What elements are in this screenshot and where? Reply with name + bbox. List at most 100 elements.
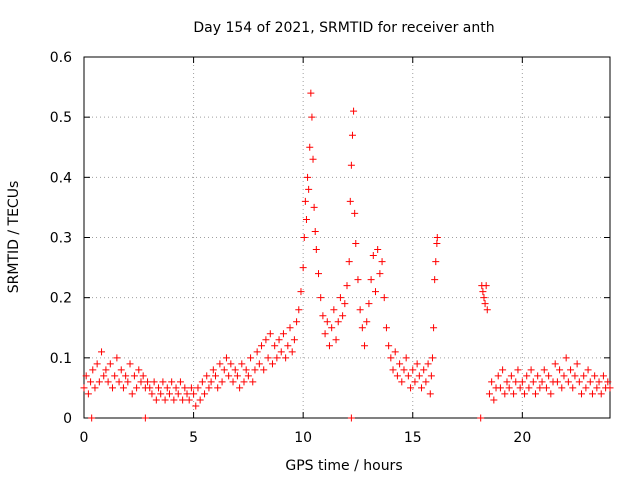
data-point xyxy=(80,384,88,392)
data-point xyxy=(490,396,498,404)
data-point xyxy=(479,288,487,296)
data-point xyxy=(190,390,198,398)
data-point xyxy=(352,240,360,248)
data-point xyxy=(111,372,119,380)
data-point xyxy=(181,384,189,392)
data-point xyxy=(152,396,160,404)
data-point xyxy=(330,306,338,314)
data-point xyxy=(115,378,123,386)
data-point xyxy=(113,354,121,362)
x-tick-label: 5 xyxy=(189,430,198,446)
data-point xyxy=(503,378,511,386)
data-point xyxy=(328,324,336,332)
data-point xyxy=(163,384,171,392)
data-point xyxy=(507,372,515,380)
y-axis-title: SRMTID / TECUs xyxy=(6,181,22,294)
x-tick-label: 0 xyxy=(80,430,89,446)
data-point xyxy=(382,324,390,332)
data-point xyxy=(253,348,261,356)
data-point xyxy=(305,185,313,193)
data-point xyxy=(580,372,588,380)
data-point xyxy=(564,378,572,386)
data-point xyxy=(238,360,246,368)
y-tick-label: 0 xyxy=(63,411,72,427)
y-tick-label: 0.2 xyxy=(50,291,72,307)
data-point xyxy=(369,252,377,260)
data-point xyxy=(514,366,522,374)
y-tick-label: 0.5 xyxy=(50,110,72,126)
x-tick-label: 20 xyxy=(513,430,531,446)
data-point xyxy=(260,366,268,374)
data-point xyxy=(518,378,526,386)
data-point xyxy=(540,366,548,374)
data-point xyxy=(302,215,310,223)
data-point xyxy=(277,348,285,356)
data-point xyxy=(393,372,401,380)
data-point xyxy=(523,372,531,380)
data-point xyxy=(119,384,127,392)
x-tick-label: 10 xyxy=(294,430,312,446)
data-point xyxy=(84,390,92,398)
data-point xyxy=(553,378,561,386)
data-point xyxy=(89,366,97,374)
data-point xyxy=(93,360,101,368)
data-point xyxy=(597,390,605,398)
data-point xyxy=(251,366,259,374)
data-point xyxy=(560,372,568,380)
data-point xyxy=(286,324,294,332)
data-point xyxy=(212,372,219,380)
grid-lines xyxy=(84,57,610,418)
data-point xyxy=(82,372,90,380)
data-point xyxy=(317,294,325,302)
data-points xyxy=(80,89,614,422)
data-point xyxy=(150,378,158,386)
data-point xyxy=(345,258,353,266)
data-point xyxy=(496,384,504,392)
data-point xyxy=(299,264,307,272)
data-point xyxy=(418,384,426,392)
data-point xyxy=(201,390,209,398)
data-point xyxy=(309,155,317,163)
data-point xyxy=(124,378,132,386)
data-point xyxy=(363,318,371,326)
data-point xyxy=(351,209,359,217)
data-point xyxy=(282,354,290,362)
data-point xyxy=(422,378,430,386)
data-point xyxy=(389,366,397,374)
data-point xyxy=(233,372,241,380)
data-point xyxy=(604,378,612,386)
data-point xyxy=(376,270,384,278)
data-point xyxy=(431,276,439,284)
data-point xyxy=(512,378,520,386)
data-point xyxy=(187,384,195,392)
data-point xyxy=(310,203,318,211)
data-point xyxy=(348,131,356,139)
x-tick-label: 15 xyxy=(404,430,422,446)
data-point xyxy=(485,390,493,398)
data-point xyxy=(411,378,419,386)
data-point xyxy=(255,360,263,368)
baseline-marker xyxy=(477,414,485,422)
data-point xyxy=(510,390,518,398)
data-point xyxy=(231,366,239,374)
baseline-marker xyxy=(88,414,96,422)
data-point xyxy=(545,372,553,380)
data-point xyxy=(128,390,136,398)
data-point xyxy=(225,372,233,380)
data-point xyxy=(196,396,204,404)
data-point xyxy=(297,288,305,296)
data-point xyxy=(593,384,601,392)
data-point xyxy=(573,360,581,368)
data-point xyxy=(293,318,301,326)
data-point xyxy=(527,366,535,374)
data-point xyxy=(95,378,103,386)
data-point xyxy=(135,366,143,374)
data-point xyxy=(538,378,546,386)
data-point xyxy=(227,360,235,368)
data-point xyxy=(307,89,315,97)
data-point xyxy=(288,348,296,356)
data-point xyxy=(194,384,202,392)
data-point xyxy=(433,240,441,248)
data-point xyxy=(122,372,130,380)
